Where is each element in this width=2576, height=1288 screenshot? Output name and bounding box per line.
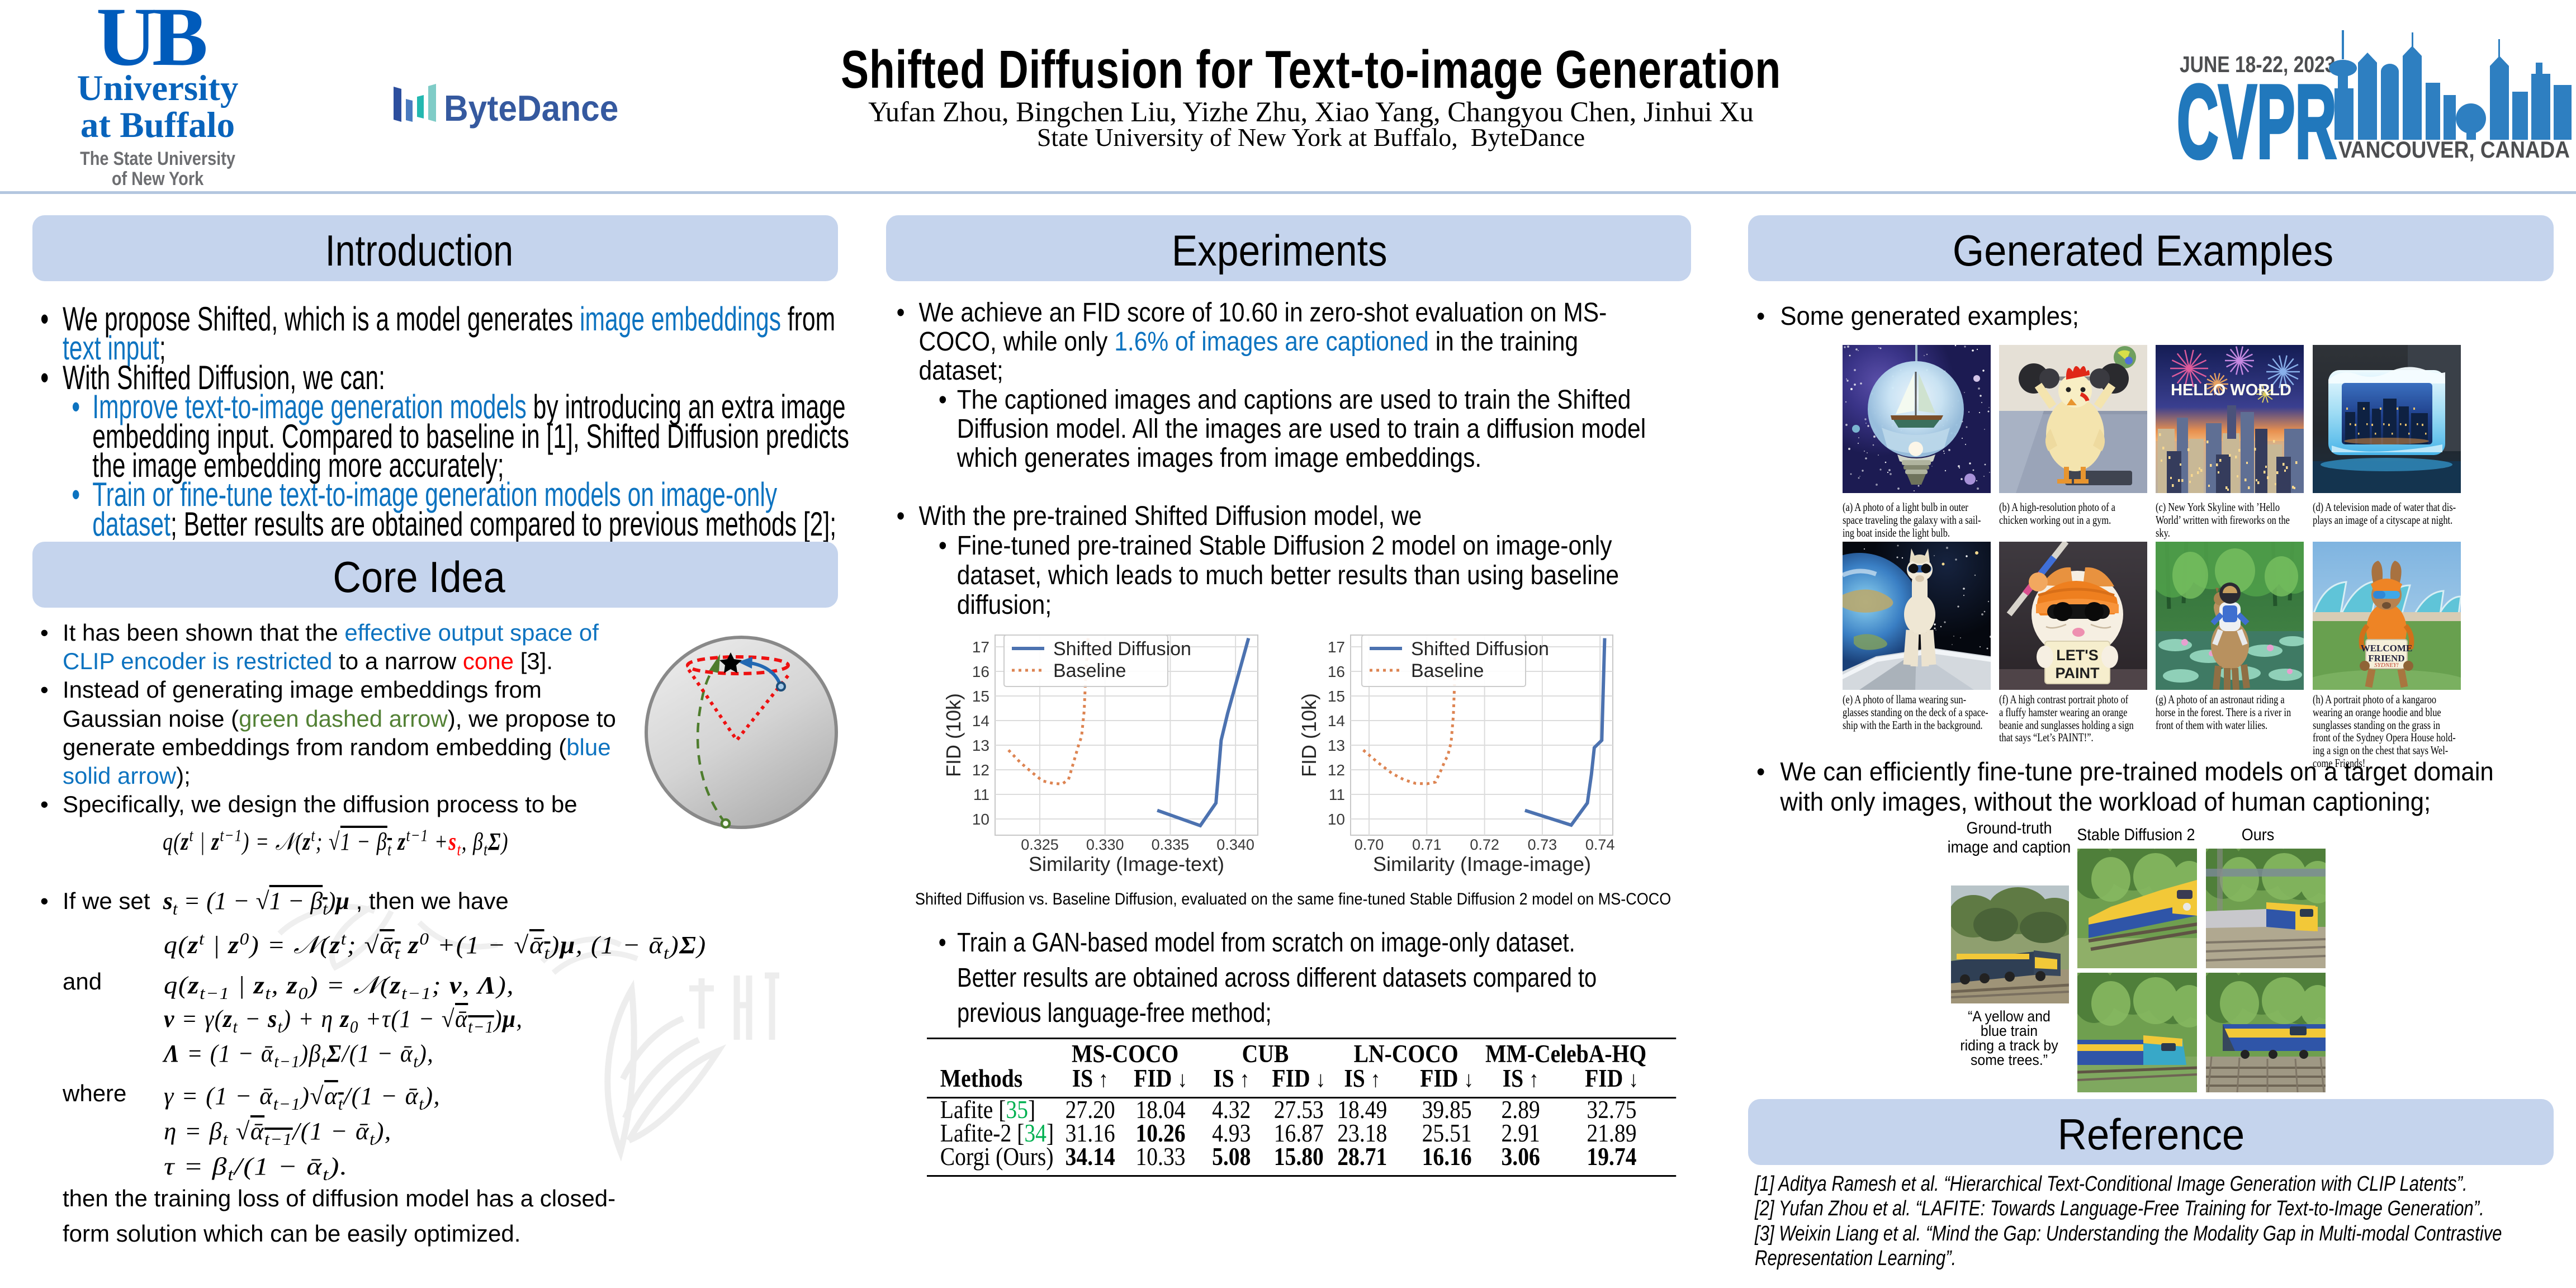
svg-text:17: 17 xyxy=(972,638,989,656)
svg-text:14: 14 xyxy=(1328,712,1345,730)
svg-text:VANCOUVER, CANADA: VANCOUVER, CANADA xyxy=(2338,137,2570,163)
svg-text:HELLO WORLD: HELLO WORLD xyxy=(2171,381,2291,399)
svg-text:CVPR: CVPR xyxy=(2177,63,2337,168)
svg-text:16: 16 xyxy=(972,663,989,680)
svg-text:PAINT: PAINT xyxy=(2056,665,2100,681)
svg-text:0.71: 0.71 xyxy=(1412,836,1442,853)
svg-text:14: 14 xyxy=(972,712,989,730)
svg-text:Similarity (Image-image): Similarity (Image-image) xyxy=(1373,853,1591,875)
svg-text:12: 12 xyxy=(1328,761,1345,779)
svg-text:WELCOME: WELCOME xyxy=(2361,643,2413,654)
svg-text:15: 15 xyxy=(972,688,989,705)
svg-text:University: University xyxy=(77,68,239,108)
svg-text:0.70: 0.70 xyxy=(1355,836,1384,853)
svg-text:B: B xyxy=(152,0,208,83)
svg-text:15: 15 xyxy=(1328,688,1345,705)
svg-text:SYDNEY!: SYDNEY! xyxy=(2374,662,2399,669)
svg-text:17: 17 xyxy=(1328,638,1345,656)
svg-text:13: 13 xyxy=(972,737,989,754)
svg-text:Baseline: Baseline xyxy=(1411,660,1484,681)
svg-text:13: 13 xyxy=(1328,737,1345,754)
svg-text:11: 11 xyxy=(1329,786,1345,803)
svg-text:Similarity (Image-text): Similarity (Image-text) xyxy=(1029,853,1224,875)
svg-text:LET'S: LET'S xyxy=(2056,647,2098,664)
svg-text:JUNE 18-22, 2023: JUNE 18-22, 2023 xyxy=(2180,51,2335,77)
svg-text:0.73: 0.73 xyxy=(1528,836,1557,853)
svg-text:FID (10k): FID (10k) xyxy=(1300,693,1320,777)
svg-text:0.325: 0.325 xyxy=(1021,836,1059,853)
svg-text:Shifted Diffusion: Shifted Diffusion xyxy=(1411,638,1549,660)
svg-text:Baseline: Baseline xyxy=(1053,660,1126,681)
svg-text:10: 10 xyxy=(972,811,989,828)
svg-text:of New York: of New York xyxy=(112,168,204,190)
svg-text:16: 16 xyxy=(1328,663,1345,680)
svg-text:ByteDance: ByteDance xyxy=(444,88,618,129)
svg-text:FRIEND: FRIEND xyxy=(2368,653,2404,664)
svg-text:11: 11 xyxy=(973,786,989,803)
svg-text:0.330: 0.330 xyxy=(1086,836,1124,853)
svg-text:0.340: 0.340 xyxy=(1216,836,1254,853)
svg-text:12: 12 xyxy=(972,761,989,779)
svg-text:at Buffalo: at Buffalo xyxy=(80,105,235,145)
svg-text:10: 10 xyxy=(1328,811,1345,828)
svg-text:0.72: 0.72 xyxy=(1470,836,1499,853)
svg-text:0.335: 0.335 xyxy=(1152,836,1190,853)
svg-text:0.74: 0.74 xyxy=(1585,836,1615,853)
svg-text:Shifted Diffusion: Shifted Diffusion xyxy=(1053,638,1191,660)
svg-text:FID (10k): FID (10k) xyxy=(942,693,965,777)
svg-text:The State University: The State University xyxy=(80,148,235,169)
